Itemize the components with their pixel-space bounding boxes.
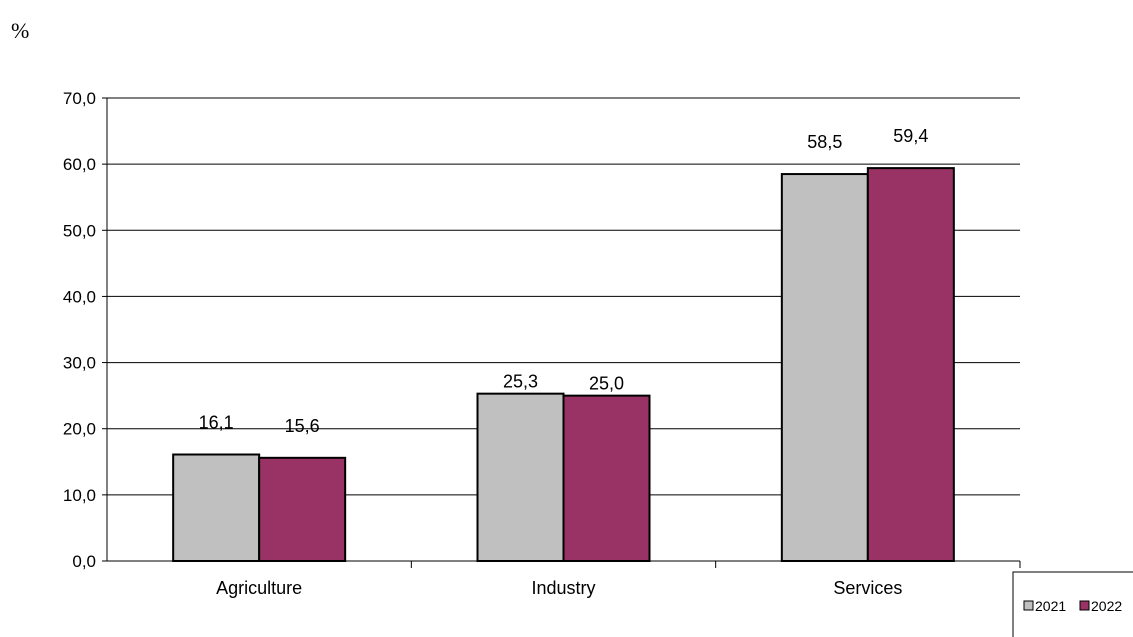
legend: 2021 2022 xyxy=(1012,571,1133,637)
y-tick-label: 40,0 xyxy=(63,287,96,306)
bar-2022-agriculture xyxy=(258,456,347,562)
legend-swatch xyxy=(1023,600,1034,611)
x-category-label: Industry xyxy=(531,578,595,598)
data-label: 25,0 xyxy=(589,374,624,394)
legend-swatch xyxy=(1079,600,1090,611)
bar-2021-industry xyxy=(476,392,565,562)
y-tick-label: 10,0 xyxy=(63,486,96,505)
y-tick-label: 50,0 xyxy=(63,221,96,240)
x-category-label: Services xyxy=(833,578,902,598)
y-tick-label: 70,0 xyxy=(63,89,96,108)
data-label: 59,4 xyxy=(893,126,928,146)
y-tick-label: 60,0 xyxy=(63,155,96,174)
y-tick-label: 0,0 xyxy=(72,552,96,571)
legend-label: 2021 xyxy=(1035,598,1066,614)
bar-2021-services xyxy=(780,173,869,562)
legend-label: 2022 xyxy=(1091,598,1122,614)
y-tick-label: 30,0 xyxy=(63,354,96,373)
data-label: 16,1 xyxy=(199,413,234,433)
y-tick-label: 20,0 xyxy=(63,420,96,439)
unit-label: % xyxy=(11,18,29,43)
data-label: 15,6 xyxy=(285,416,320,436)
bar-2022-industry xyxy=(562,394,651,562)
x-category-label: Agriculture xyxy=(216,578,302,598)
bar-2022-services xyxy=(866,167,955,563)
data-label: 58,5 xyxy=(807,132,842,152)
bar-2021-agriculture xyxy=(172,453,261,563)
data-label: 25,3 xyxy=(503,372,538,392)
